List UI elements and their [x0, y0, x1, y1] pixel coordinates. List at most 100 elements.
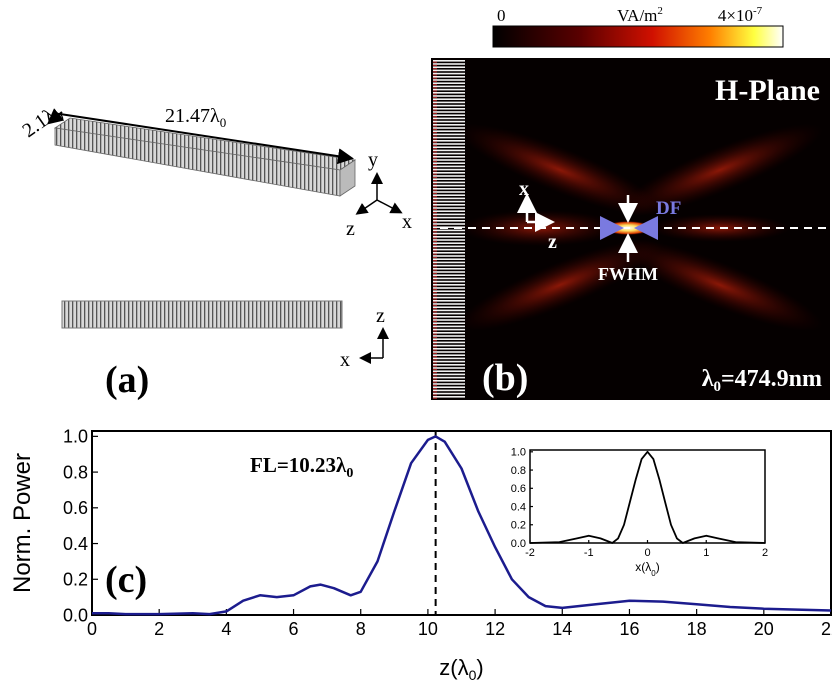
grating-edge	[433, 304, 437, 306]
grating-edge	[433, 333, 437, 335]
grating-stripe	[433, 271, 465, 273]
grating-edge	[433, 336, 437, 338]
axis-label: z	[548, 231, 557, 253]
grating-stripe	[433, 312, 465, 315]
grating-edge	[433, 276, 437, 278]
x-tick-label: 2	[762, 547, 768, 559]
grating-edge	[433, 362, 437, 364]
grating-stripe	[433, 175, 465, 177]
x-tick-label: 2	[154, 619, 164, 639]
grating-stripe	[433, 181, 465, 184]
grating-edge	[433, 138, 437, 140]
data-line	[92, 435, 832, 616]
grating-edge	[433, 365, 437, 367]
x-tick-label: 22	[821, 619, 832, 639]
grating-edge	[433, 106, 437, 108]
grating-edge	[433, 378, 437, 380]
grating-stripe	[433, 156, 465, 158]
grating-edge	[433, 103, 437, 105]
grating-edge	[433, 221, 437, 223]
grating-stripe	[433, 396, 465, 398]
grating-stripe	[433, 133, 465, 136]
x-axis-label: z(λ0)	[439, 655, 483, 683]
grating-edge	[433, 292, 437, 294]
grating-stripe	[433, 258, 465, 260]
grating-stripe	[433, 79, 465, 81]
grating-stripe	[433, 348, 465, 350]
y-tick-label: 1.0	[63, 427, 88, 447]
text-part: x(λ	[635, 560, 651, 574]
text-part: VA/m	[617, 6, 657, 25]
grating-stripe	[433, 287, 465, 289]
annotation: FL=10.23λ0	[250, 453, 353, 481]
text-part: =474.9nm	[721, 366, 822, 392]
grating-edge	[433, 186, 437, 188]
grating-stripe	[433, 344, 465, 347]
grating-edge	[433, 68, 437, 70]
grating-edge	[433, 119, 437, 121]
grating-edge	[433, 128, 437, 130]
grating-stripe	[433, 280, 465, 283]
grating-stripe	[433, 140, 465, 142]
text-part: 21.47λ	[165, 105, 220, 127]
grating-edge	[433, 122, 437, 124]
grating-edge	[433, 228, 437, 230]
length-arrow	[59, 113, 354, 165]
grating-edge	[433, 192, 437, 194]
grating-stripe	[433, 168, 465, 171]
grating-edge	[433, 250, 437, 252]
grating-edge	[433, 183, 437, 185]
grating-edge	[433, 100, 437, 102]
axis-label: z	[346, 218, 355, 240]
plane-title: H-Plane	[715, 74, 820, 107]
width-arrow	[46, 108, 65, 125]
grating-stripe	[433, 248, 465, 251]
grating-edge	[433, 157, 437, 159]
y-tick-label: 0.0	[511, 538, 526, 550]
grating-stripe	[433, 335, 465, 337]
panel-b: 0 VA/m2 4×10-7 H-Plane x z DF FWHM	[431, 5, 830, 400]
grating-edge	[433, 170, 437, 172]
grating-edge	[433, 266, 437, 268]
grating-stripe	[433, 162, 465, 164]
y-tick-label: 1.0	[511, 447, 526, 459]
grating-edge	[433, 397, 437, 399]
grating-stripe	[433, 367, 465, 369]
grating-edge	[433, 224, 437, 226]
grating-edge	[433, 343, 437, 345]
grating-edge	[433, 311, 437, 313]
y-tick-label: 0.8	[511, 465, 526, 477]
x-tick-label: 20	[754, 619, 774, 639]
grating-stripe	[433, 293, 465, 296]
grating-stripe	[433, 325, 465, 328]
x-tick-label: 0	[644, 547, 650, 559]
grating-edge	[433, 173, 437, 175]
text-part: FL=10.23λ	[250, 453, 347, 477]
x-tick-label: 0	[87, 619, 97, 639]
y-tick-label: 0.4	[63, 534, 88, 554]
grating-edge	[433, 282, 437, 284]
panel-label: (b)	[482, 357, 528, 399]
grating-stripe	[433, 232, 465, 235]
grating-stripe	[433, 357, 465, 360]
y-tick-label: 0.6	[511, 483, 526, 495]
y-axis-label: Norm. Power	[9, 453, 36, 593]
grating-stripe	[433, 328, 465, 331]
grating-stripe	[433, 354, 465, 356]
grating-edge	[433, 260, 437, 262]
grating-stripe	[433, 111, 465, 113]
text-part: )	[476, 655, 483, 680]
text-part: λ	[702, 366, 714, 392]
grating-edge	[433, 340, 437, 342]
grating-edge	[433, 381, 437, 383]
grating-stripe	[433, 216, 465, 219]
axis-label: x	[340, 349, 350, 371]
grating-stripe	[433, 210, 465, 212]
grating-edge	[433, 135, 437, 137]
grating-edge	[433, 141, 437, 143]
grating-edge	[433, 327, 437, 329]
axis-label: z	[376, 305, 385, 327]
charts: 02468101214161820220.00.20.40.60.81.0z(λ…	[9, 427, 832, 683]
text-part: -7	[753, 5, 763, 17]
